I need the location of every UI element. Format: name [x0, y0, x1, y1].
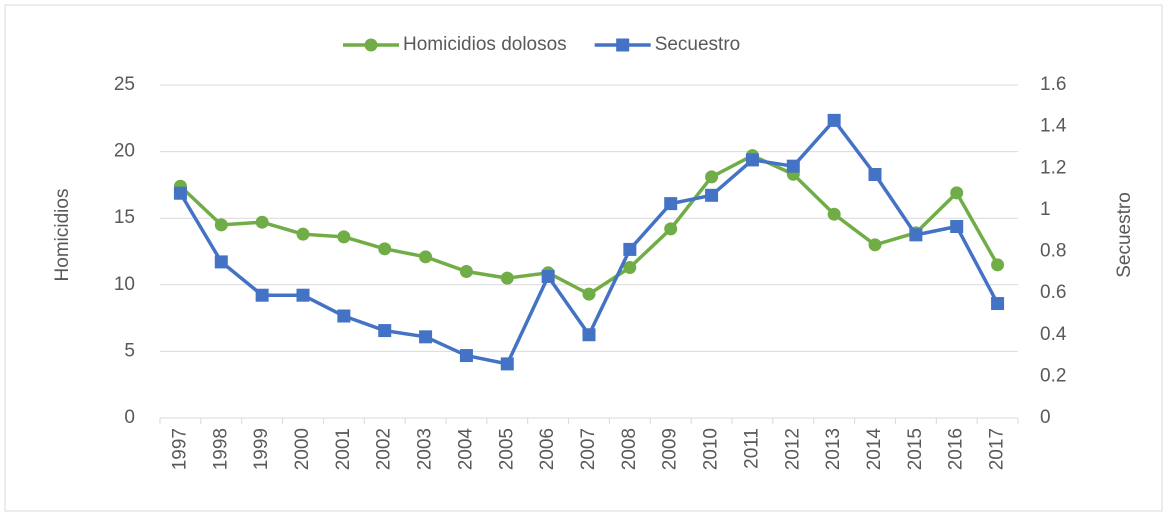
y2-tick-label: 1.2	[1040, 157, 1066, 178]
x-tick-label: 1998	[210, 428, 231, 470]
x-tick-label: 2006	[537, 428, 558, 470]
legend-label: Homicidios dolosos	[403, 34, 567, 55]
x-tick-label: 1997	[169, 428, 190, 470]
y2-axis-title: Secuestro	[1114, 192, 1135, 278]
y2-tick-label: 0.4	[1040, 324, 1067, 345]
y-tick-label: 20	[114, 141, 135, 162]
data-point	[786, 159, 800, 173]
legend-marker	[364, 38, 378, 52]
y-axis-title: Homicidios	[52, 189, 73, 282]
data-point	[255, 288, 269, 302]
x-tick-label: 2002	[374, 428, 395, 470]
y2-tick-label: 0.6	[1040, 282, 1066, 303]
data-point	[623, 260, 637, 274]
data-point	[664, 197, 678, 211]
y2-tick-label: 0	[1040, 407, 1051, 428]
y2-tick-label: 0.8	[1040, 241, 1066, 262]
x-tick-label: 2013	[823, 428, 844, 470]
x-tick-label: 1999	[251, 428, 272, 470]
data-point	[214, 218, 228, 232]
data-point	[337, 230, 351, 244]
data-point	[623, 242, 637, 256]
x-tick-label: 2008	[619, 428, 640, 470]
data-point	[378, 324, 392, 338]
x-tick-label: 2009	[660, 428, 681, 470]
y-tick-label: 10	[114, 274, 135, 295]
data-point	[337, 309, 351, 323]
data-point	[909, 228, 923, 242]
legend-marker	[616, 38, 630, 52]
x-tick-label: 2004	[455, 428, 476, 471]
data-point	[296, 227, 310, 241]
data-point	[827, 207, 841, 221]
x-tick-label: 2016	[946, 428, 967, 470]
data-point	[705, 188, 719, 202]
y-tick-label: 15	[114, 207, 135, 228]
y2-tick-label: 0.2	[1040, 365, 1066, 386]
x-tick-label: 2012	[782, 428, 803, 470]
data-point	[950, 220, 964, 234]
x-tick-label: 2014	[864, 428, 885, 471]
data-point	[991, 258, 1005, 272]
data-point	[991, 297, 1005, 311]
y2-tick-label: 1.4	[1040, 116, 1067, 137]
data-point	[500, 357, 514, 371]
x-tick-label: 2011	[741, 428, 762, 469]
data-point	[419, 250, 433, 264]
x-tick-label: 2015	[905, 428, 926, 470]
x-tick-label: 2017	[987, 428, 1008, 470]
chart-border	[4, 4, 1163, 512]
x-tick-label: 2010	[701, 428, 722, 470]
y-tick-label: 5	[124, 340, 135, 361]
x-tick-label: 2001	[333, 428, 354, 470]
data-point	[500, 271, 514, 285]
data-point	[378, 242, 392, 256]
data-point	[459, 349, 473, 363]
data-point	[705, 170, 719, 184]
y2-tick-label: 1	[1040, 199, 1051, 220]
y-tick-label: 0	[124, 407, 135, 428]
x-tick-label: 2003	[415, 428, 436, 470]
x-tick-label: 2005	[496, 428, 517, 470]
data-point	[255, 215, 269, 229]
data-point	[419, 330, 433, 344]
data-point	[745, 153, 759, 167]
data-point	[173, 186, 187, 200]
x-tick-label: 2007	[578, 428, 599, 470]
data-point	[950, 186, 964, 200]
data-point	[664, 222, 678, 236]
data-point	[827, 113, 841, 127]
data-point	[541, 269, 555, 283]
y-tick-label: 25	[114, 74, 135, 95]
data-point	[582, 328, 596, 342]
data-point	[868, 238, 882, 252]
data-point	[582, 287, 596, 301]
legend-label: Secuestro	[655, 34, 741, 55]
x-tick-label: 2000	[292, 428, 313, 470]
data-point	[214, 255, 228, 269]
y2-tick-label: 1.6	[1040, 74, 1066, 95]
data-point	[868, 167, 882, 181]
data-point	[296, 288, 310, 302]
data-point	[459, 264, 473, 278]
